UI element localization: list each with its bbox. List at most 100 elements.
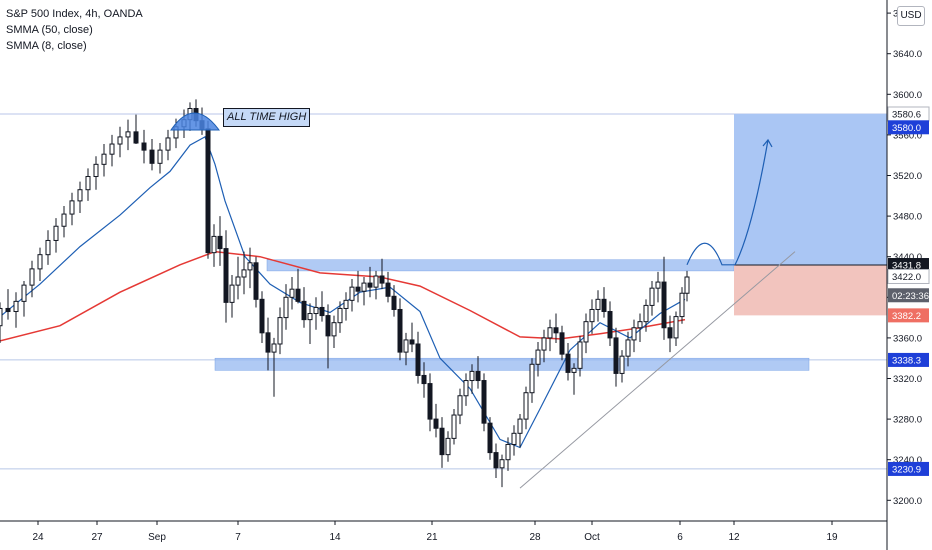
legend-smma8[interactable]: SMMA (8, close)	[6, 40, 87, 52]
candle	[241, 269, 247, 278]
y-tick-label: 3600.0	[893, 90, 922, 101]
candle	[283, 296, 289, 319]
candle	[655, 281, 661, 289]
candle	[469, 370, 475, 382]
candle	[397, 308, 403, 353]
arrow-curve	[686, 139, 769, 266]
support-zone	[214, 357, 810, 371]
candle	[21, 284, 27, 302]
legend-smma50[interactable]: SMMA (50, close)	[6, 24, 93, 36]
trendline[interactable]	[519, 251, 796, 489]
candle	[541, 337, 547, 351]
x-tick-label: 27	[91, 532, 103, 543]
price-label-box	[888, 461, 929, 476]
candle	[295, 288, 301, 302]
candle	[565, 353, 571, 373]
candle	[577, 341, 583, 369]
candle	[619, 355, 625, 374]
candle	[601, 298, 607, 313]
chart-legend: S&P 500 Index, 4h, OANDA SMMA (50, close…	[6, 6, 143, 54]
candle	[445, 437, 451, 456]
candle	[511, 432, 517, 445]
price-label-box	[887, 268, 930, 284]
price-label-box	[888, 120, 929, 135]
y-tick-label: 3360.0	[893, 333, 922, 344]
candle	[349, 286, 355, 301]
candle	[403, 339, 409, 353]
candle	[475, 370, 481, 382]
candle	[391, 295, 397, 310]
projection-arrow[interactable]	[686, 138, 773, 266]
y-tick-label: 3280.0	[893, 415, 922, 426]
candle	[637, 321, 643, 329]
candle	[141, 142, 147, 151]
candle	[85, 176, 91, 191]
y-tick-label: 3240.0	[893, 455, 922, 466]
price-label: 3338.3	[892, 355, 921, 366]
x-tick-label: 6	[677, 532, 683, 543]
candle	[523, 392, 529, 420]
candle	[571, 367, 577, 373]
candle	[133, 131, 139, 144]
candle	[415, 343, 421, 376]
candle	[93, 163, 99, 178]
candle	[271, 343, 277, 353]
y-tick-label: 3560.0	[893, 130, 922, 141]
candle	[505, 443, 511, 461]
candle	[631, 327, 637, 341]
x-tick-label: 24	[32, 532, 44, 543]
candle	[301, 300, 307, 321]
y-tick-label: 3200.0	[893, 496, 922, 507]
candle	[307, 313, 313, 321]
candle	[607, 311, 613, 339]
time-axis[interactable]: 24 27 Sep 7 14 21 28 Oct 6 12 19	[0, 520, 887, 543]
candle	[499, 459, 505, 469]
candle	[247, 262, 253, 271]
candle	[673, 316, 679, 339]
currency-button[interactable]: USD	[897, 6, 925, 26]
candle	[5, 307, 11, 313]
candle	[679, 292, 685, 318]
candle	[29, 268, 35, 286]
candle	[559, 332, 565, 355]
candle	[373, 275, 379, 288]
candle	[117, 136, 123, 145]
candle	[667, 327, 673, 339]
ath-arc	[170, 112, 220, 131]
candles	[0, 99, 690, 488]
candle	[439, 427, 445, 456]
candle	[211, 235, 217, 254]
candle	[451, 414, 457, 439]
candle	[223, 248, 229, 303]
candle	[643, 304, 649, 323]
candle	[235, 276, 241, 286]
candle	[613, 337, 619, 374]
candle	[367, 282, 373, 288]
candle	[319, 306, 325, 317]
y-tick-label: 3640.0	[893, 49, 922, 60]
ath-annotation[interactable]: ALL TIME HIGH	[223, 108, 311, 127]
x-tick-label: 14	[329, 532, 341, 543]
candle	[661, 281, 667, 329]
candle	[463, 380, 469, 397]
x-tick-label: 21	[426, 532, 438, 543]
candle	[684, 276, 690, 294]
candle	[109, 143, 115, 155]
candle	[157, 149, 163, 164]
candle	[433, 418, 439, 429]
price-label: 3382.2	[892, 311, 921, 322]
candle	[265, 332, 271, 353]
candle	[421, 374, 427, 385]
smma8-path	[0, 136, 686, 449]
candle	[125, 131, 131, 138]
legend-symbol[interactable]: S&P 500 Index, 4h, OANDA	[6, 8, 143, 20]
candle	[493, 452, 499, 469]
candle	[517, 418, 523, 434]
x-tick-label: 19	[826, 532, 838, 543]
candle	[385, 282, 391, 297]
long-position-tool[interactable]	[734, 113, 887, 316]
price-label: 3431.8	[892, 261, 921, 272]
candle	[583, 321, 589, 343]
